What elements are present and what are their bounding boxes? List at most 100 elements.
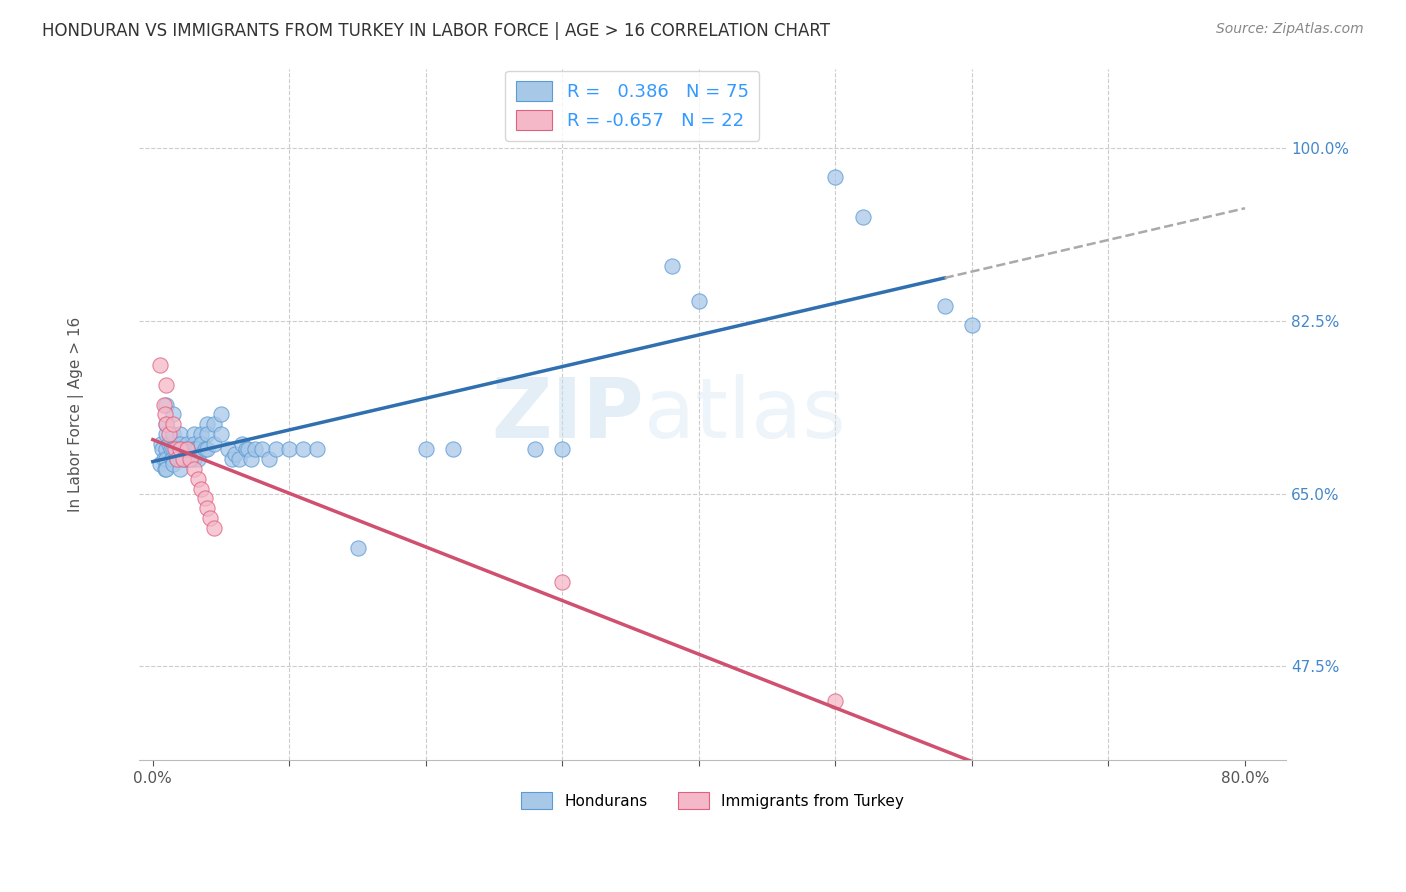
Point xyxy=(172,451,194,466)
Point xyxy=(415,442,437,456)
Point xyxy=(159,442,181,456)
Point xyxy=(202,521,225,535)
Point xyxy=(157,437,180,451)
Point xyxy=(169,442,191,456)
Point xyxy=(172,442,194,456)
Point xyxy=(176,437,198,451)
Point xyxy=(250,442,273,456)
Point xyxy=(155,427,177,442)
Point xyxy=(155,377,177,392)
Point xyxy=(238,442,260,456)
Point xyxy=(150,442,173,456)
Point xyxy=(162,427,184,442)
Point xyxy=(292,442,315,456)
Point xyxy=(190,427,212,442)
Point xyxy=(228,451,250,466)
Point xyxy=(169,442,191,456)
Point xyxy=(257,451,280,466)
Point xyxy=(155,442,177,456)
Point xyxy=(179,451,201,466)
Point xyxy=(209,427,232,442)
Point xyxy=(194,491,217,506)
Point xyxy=(202,437,225,451)
Point xyxy=(153,462,176,476)
Point xyxy=(176,442,198,456)
Point xyxy=(551,575,574,590)
Point xyxy=(169,451,191,466)
Point xyxy=(160,451,183,466)
Point xyxy=(155,451,177,466)
Point xyxy=(176,451,198,466)
Point xyxy=(209,408,232,422)
Point xyxy=(152,451,174,466)
Text: Source: ZipAtlas.com: Source: ZipAtlas.com xyxy=(1216,22,1364,37)
Text: atlas: atlas xyxy=(644,374,845,455)
Point xyxy=(176,442,198,456)
Point xyxy=(166,451,188,466)
Point xyxy=(551,442,574,456)
Point xyxy=(165,442,187,456)
Point xyxy=(235,442,257,456)
Point xyxy=(197,442,219,456)
Text: In Labor Force | Age > 16: In Labor Force | Age > 16 xyxy=(67,317,84,512)
Point xyxy=(190,482,212,496)
Point xyxy=(305,442,328,456)
Point xyxy=(153,408,176,422)
Point xyxy=(231,437,253,451)
Point xyxy=(524,442,547,456)
Point xyxy=(202,417,225,432)
Point xyxy=(197,501,219,516)
Point xyxy=(183,451,205,466)
Point xyxy=(824,170,846,185)
Point xyxy=(661,259,683,273)
Point xyxy=(149,457,172,471)
Point xyxy=(960,318,983,333)
Point xyxy=(166,451,188,466)
Point xyxy=(163,442,186,456)
Legend: Hondurans, Immigrants from Turkey: Hondurans, Immigrants from Turkey xyxy=(516,786,910,815)
Point xyxy=(169,462,191,476)
Point xyxy=(190,437,212,451)
Point xyxy=(187,451,209,466)
Point xyxy=(224,447,246,461)
Point xyxy=(198,511,221,525)
Point xyxy=(183,442,205,456)
Point xyxy=(264,442,287,456)
Point xyxy=(278,442,301,456)
Point xyxy=(346,541,368,555)
Point xyxy=(934,299,956,313)
Point xyxy=(149,358,172,372)
Point xyxy=(162,417,184,432)
Point xyxy=(173,451,195,466)
Point xyxy=(824,694,846,708)
Point xyxy=(441,442,464,456)
Point xyxy=(688,293,710,308)
Point xyxy=(155,462,177,476)
Point xyxy=(187,472,209,486)
Point xyxy=(217,442,239,456)
Point xyxy=(221,451,243,466)
Point xyxy=(852,210,875,224)
Point xyxy=(197,417,219,432)
Point xyxy=(180,451,202,466)
Point xyxy=(155,417,177,432)
Point xyxy=(194,442,217,456)
Point xyxy=(155,398,177,412)
Point xyxy=(162,408,184,422)
Point xyxy=(162,457,184,471)
Point xyxy=(183,462,205,476)
Point xyxy=(245,442,267,456)
Point xyxy=(169,427,191,442)
Point xyxy=(150,437,173,451)
Text: HONDURAN VS IMMIGRANTS FROM TURKEY IN LABOR FORCE | AGE > 16 CORRELATION CHART: HONDURAN VS IMMIGRANTS FROM TURKEY IN LA… xyxy=(42,22,830,40)
Point xyxy=(183,427,205,442)
Point xyxy=(155,417,177,432)
Point xyxy=(169,437,191,451)
Point xyxy=(240,451,263,466)
Point xyxy=(197,427,219,442)
Point xyxy=(152,398,174,412)
Point xyxy=(183,437,205,451)
Point xyxy=(186,442,208,456)
Point xyxy=(179,442,201,456)
Point xyxy=(162,442,184,456)
